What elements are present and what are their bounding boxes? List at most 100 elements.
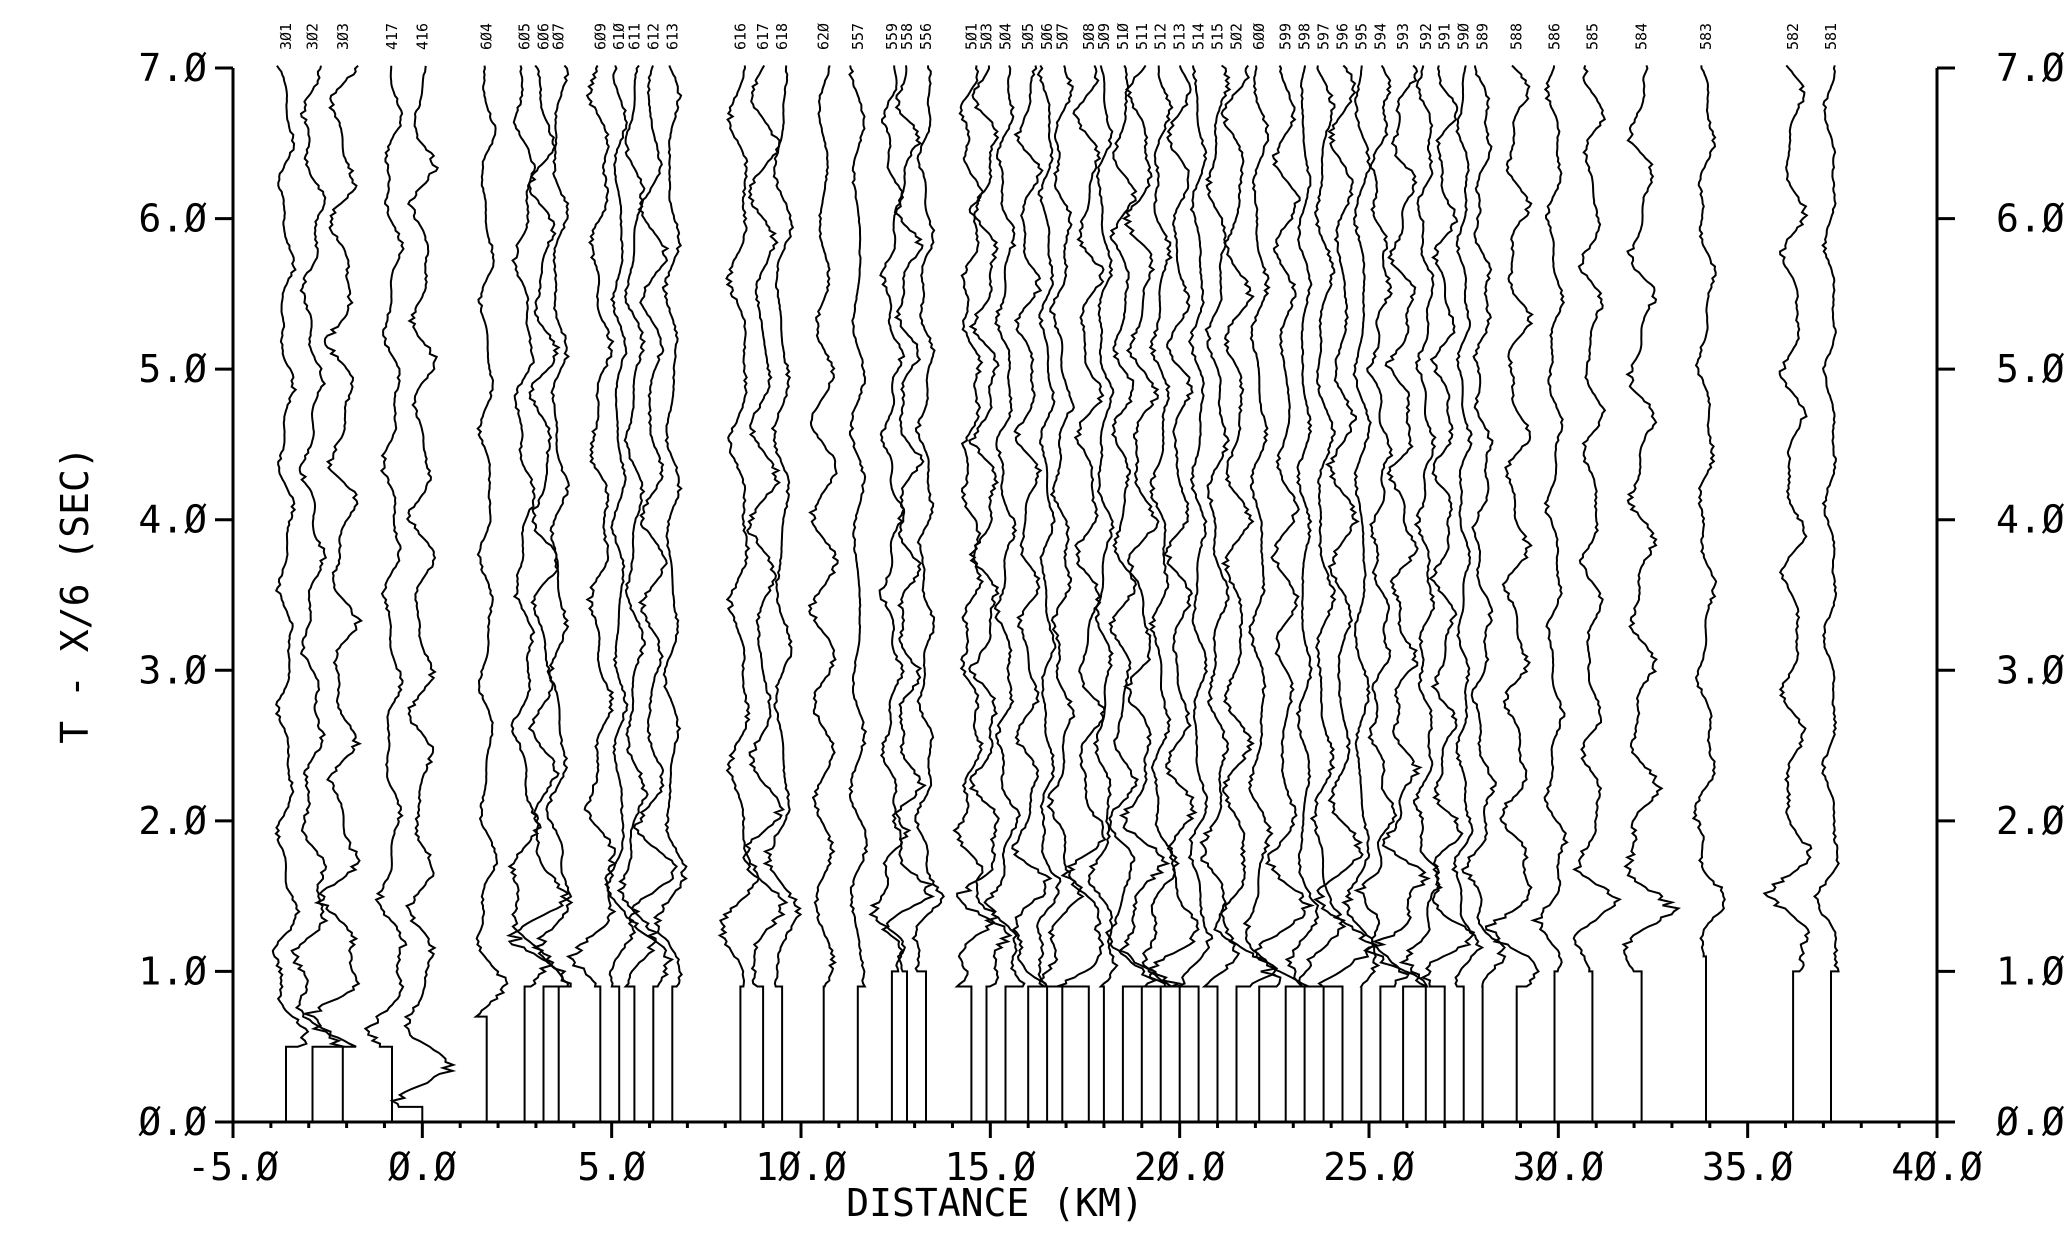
right-y-tick-label: 6.Ø [1996,197,2065,241]
trace-5Ø3 [956,65,1013,1122]
trace-584 [1621,65,1681,1122]
trace-513 [1147,65,1200,1122]
trace-612 [628,65,679,1122]
trace-611 [616,64,660,1122]
trace-511 [1118,64,1183,1122]
y-tick-label: 2.Ø [138,799,207,843]
station-label: 557 [849,23,867,50]
trace-6ØØ [1242,65,1282,1122]
y-tick-label: 7.Ø [138,46,207,90]
trace-3Ø2 [290,65,345,1122]
trace-51Ø [1104,65,1158,1122]
trace-6Ø4 [473,65,509,1122]
axes-layer: -5.Ø Ø.Ø 5.Ø 1Ø.Ø 15.Ø 2Ø.Ø 25.Ø 3Ø.Ø 35.Ø 4Ø.ØØ.… [138,46,2064,1189]
station-label: 6Ø4 [478,23,496,50]
trace-585 [1572,65,1623,1122]
station-label: 6Ø6 [535,23,553,50]
trace-6Ø9 [565,65,618,1122]
station-label: 559 [883,23,901,50]
station-label: 584 [1633,23,1651,50]
trace-618 [762,65,803,1122]
trace-514 [1176,65,1214,1122]
right-y-tick-label: 7.Ø [1996,46,2065,90]
station-label: 417 [383,23,401,50]
trace-512 [1141,65,1180,1122]
trace-556 [911,65,945,1122]
station-label: 5Ø8 [1080,23,1098,50]
station-label: 611 [625,23,643,50]
trace-5Ø6 [1036,64,1062,1122]
trace-5Ø7 [1038,65,1085,1122]
x-tick-label: 15.Ø [945,1145,1037,1189]
station-label: 583 [1697,23,1715,50]
station-label: 59Ø [1455,23,1473,50]
y-tick-label: 4.Ø [138,498,207,542]
station-label: 596 [1334,23,1352,50]
right-y-tick-label: 2.Ø [1996,799,2065,843]
trace-583 [1691,65,1726,1122]
station-label: 617 [754,23,772,50]
y-tick-label: Ø.Ø [138,1100,207,1144]
right-y-tick-label: Ø.Ø [1996,1100,2065,1144]
station-label: 6ØØ [1250,23,1268,50]
right-y-tick-label: 3.Ø [1996,648,2065,692]
right-y-tick-label: 5.Ø [1996,347,2065,391]
trace-588 [1484,64,1540,1122]
station-label: 3Ø2 [304,23,322,50]
trace-617 [742,64,789,1122]
trace-3Ø3 [304,64,364,1122]
station-label: 5Ø2 [1228,23,1246,50]
x-tick-label: 25.Ø [1323,1145,1415,1189]
trace-61Ø [604,65,637,1122]
trace-595 [1341,65,1381,1122]
station-label: 593 [1394,23,1412,50]
y-tick-label: 5.Ø [138,347,207,391]
station-label: 595 [1352,23,1370,50]
y-axis-title: T - X/6 (SEC) [53,446,97,743]
station-label: 5Ø5 [1019,23,1037,50]
station-label: 5Ø3 [978,23,996,50]
station-label: 589 [1474,23,1492,50]
trace-594 [1353,64,1410,1122]
station-label: 416 [413,23,431,50]
x-axis-title: DISTANCE (KM) [846,1181,1143,1225]
right-y-tick-label: 4.Ø [1996,498,2065,542]
y-tick-label: 1.Ø [138,949,207,993]
trace-5Ø8 [1056,65,1107,1122]
trace-416 [389,65,457,1122]
trace-5Ø5 [1011,65,1053,1122]
station-label: 6Ø5 [516,23,534,50]
station-label: 514 [1190,23,1208,50]
trace-592 [1398,65,1444,1122]
y-tick-label: 6.Ø [138,197,207,241]
trace-581 [1812,65,1840,1122]
station-label: 597 [1315,23,1333,50]
trace-417 [363,65,408,1122]
station-label: 613 [663,23,681,50]
station-label: 5Ø6 [1038,23,1056,50]
station-label: 556 [917,23,935,50]
x-tick-label: Ø.Ø [388,1145,457,1189]
trace-515 [1199,64,1241,1122]
station-label: 5Ø9 [1095,23,1113,50]
trace-5Ø1 [952,65,1000,1122]
station-label: 5Ø7 [1053,23,1071,50]
station-label: 512 [1152,23,1170,50]
station-label: 5Ø4 [997,23,1015,50]
trace-5Ø9 [1087,65,1119,1122]
station-label: 586 [1546,23,1564,50]
station-label: 616 [731,23,749,50]
trace-599 [1253,65,1315,1122]
trace-59Ø [1451,65,1485,1122]
trace-557 [848,65,869,1122]
trace-5Ø4 [983,65,1026,1122]
station-label: 3Ø3 [334,23,352,50]
trace-5Ø2 [1213,64,1279,1122]
station-label: 6Ø7 [550,23,568,50]
trace-586 [1530,65,1569,1122]
station-label: 5Ø1 [962,23,980,50]
station-label: 62Ø [815,23,833,50]
trace-596 [1313,64,1378,1122]
